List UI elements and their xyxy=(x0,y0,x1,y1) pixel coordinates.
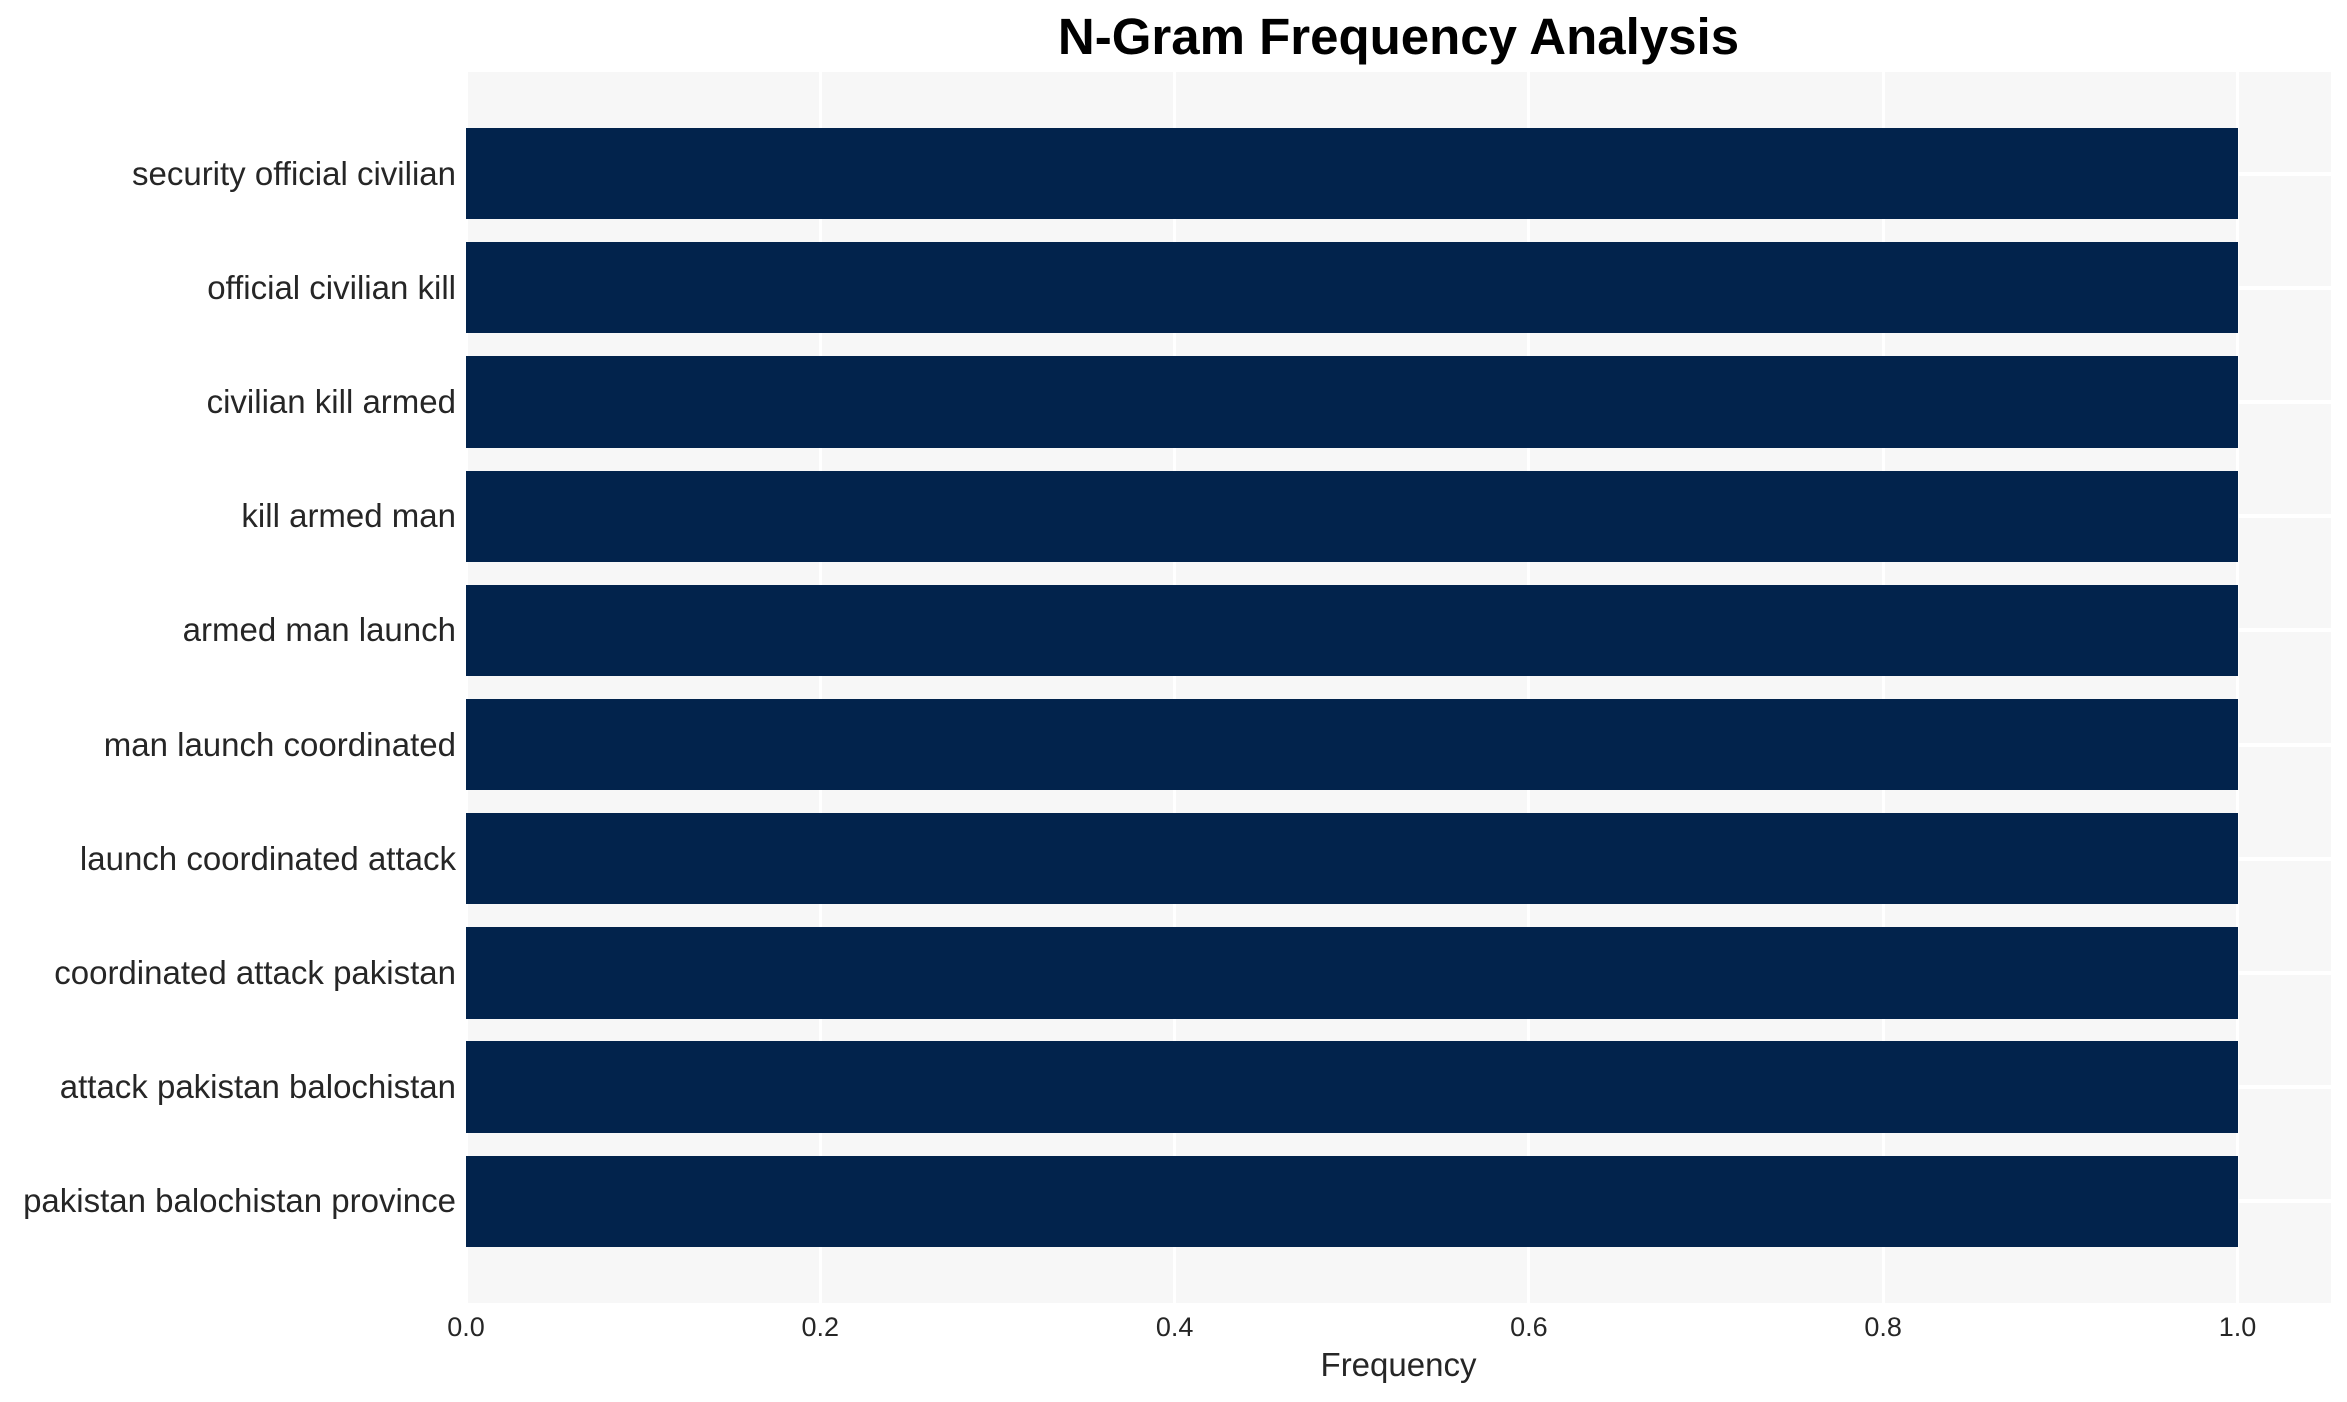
vertical-gridline xyxy=(466,72,468,1303)
vertical-gridline xyxy=(2236,72,2239,1303)
y-tick-label: civilian kill armed xyxy=(206,383,456,421)
y-tick-label: man launch coordinated xyxy=(103,725,456,763)
x-axis-title: Frequency xyxy=(1320,1346,1477,1383)
y-tick-label: official civilian kill xyxy=(207,268,456,306)
y-tick-label: attack pakistan balochistan xyxy=(59,1068,456,1106)
x-tick-label: 0.2 xyxy=(801,1312,840,1342)
y-tick-label: coordinated attack pakistan xyxy=(54,953,456,991)
y-tick-label: security official civilian xyxy=(131,154,456,192)
vertical-gridline xyxy=(1881,72,1885,1303)
vertical-gridline xyxy=(1173,72,1177,1303)
y-tick-label: pakistan balochistan province xyxy=(23,1182,456,1220)
bar-attack-pakistan-balochistan xyxy=(466,1041,2238,1133)
bar-security-official-civilian xyxy=(466,127,2238,220)
vertical-gridline xyxy=(818,72,822,1303)
x-tick-label: 1.0 xyxy=(2218,1312,2257,1342)
x-tick-label: 0.4 xyxy=(1155,1312,1194,1342)
bar-launch-coordinated-attack xyxy=(466,813,2238,905)
bar-man-launch-coordinated xyxy=(466,698,2238,791)
bar-official-civilian-kill xyxy=(466,242,2238,334)
x-tick-label: 0.0 xyxy=(447,1312,485,1342)
bar-coordinated-attack-pakistan xyxy=(466,927,2238,1019)
vertical-gridline xyxy=(1527,72,1531,1303)
bar-kill-armed-man xyxy=(466,470,2238,562)
bar-armed-man-launch xyxy=(466,584,2238,677)
y-tick-label: armed man launch xyxy=(182,611,456,649)
plot-area xyxy=(466,72,2331,1303)
bar-civilian-kill-armed xyxy=(466,356,2238,448)
chart-title: N-Gram Frequency Analysis xyxy=(1057,8,1740,65)
y-tick-label: kill armed man xyxy=(241,497,456,535)
x-tick-label: 0.6 xyxy=(1510,1312,1548,1342)
x-tick-label: 0.8 xyxy=(1864,1312,1902,1342)
bar-pakistan-balochistan-province xyxy=(466,1155,2238,1248)
y-tick-label: launch coordinated attack xyxy=(79,839,456,877)
